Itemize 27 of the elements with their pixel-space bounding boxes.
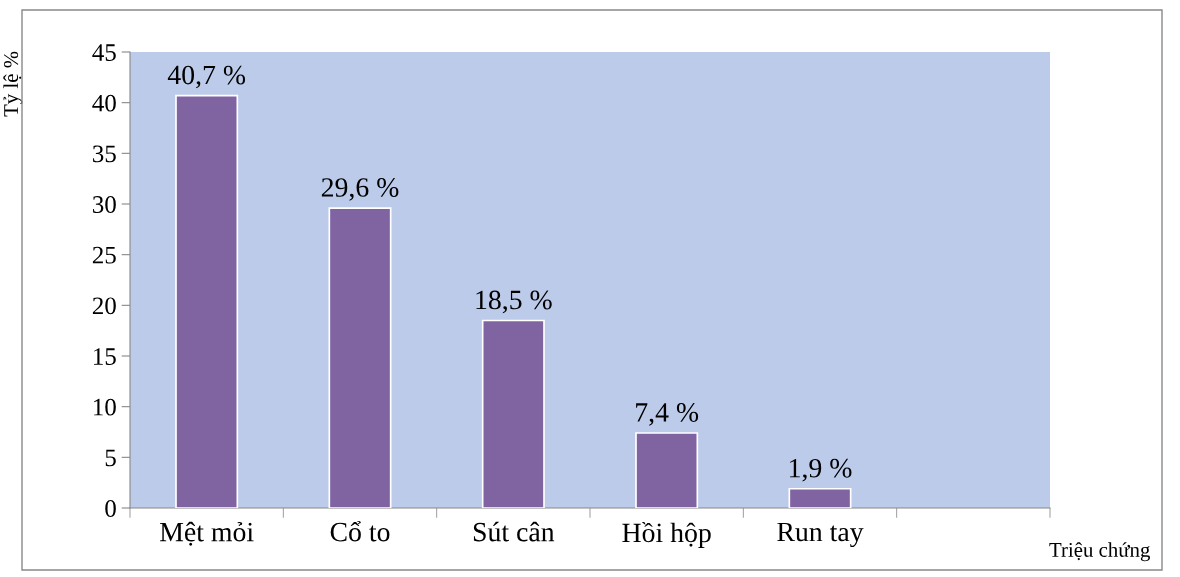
y-tick-label: 10 (94, 398, 116, 416)
y-tick-label: 0 (105, 500, 116, 517)
data-label: 7,4 % (636, 403, 699, 426)
data-label: 18,5 % (476, 290, 552, 314)
bar (635, 432, 699, 508)
x-tick-label: Cổ to (330, 521, 390, 542)
x-axis-title: Triệu chứng (1049, 542, 1150, 562)
x-tick-label: Mệt mỏi (160, 521, 254, 546)
y-tick-label: 20 (92, 297, 116, 315)
y-tick-label: 25 (92, 246, 116, 264)
y-axis-title: Tỷ lệ % (3, 51, 23, 117)
y-tick-label: 15 (94, 348, 116, 365)
x-tick-label: Hồi hộp (622, 521, 711, 548)
y-tick-label: 5 (105, 449, 116, 467)
data-label: 40,7 % (167, 65, 246, 89)
y-tick-label: 45 (92, 44, 116, 61)
data-label: 1,9 % (790, 458, 852, 482)
y-tick-label: 30 (93, 196, 116, 213)
y-tick-label: 40 (92, 94, 116, 112)
bar (788, 487, 852, 508)
data-label: 29,6 % (321, 178, 399, 201)
x-tick-label: Run tay (777, 522, 864, 548)
y-tick-label: 35 (93, 145, 116, 163)
bar (175, 94, 239, 508)
bar (328, 207, 392, 508)
bar (481, 319, 545, 508)
x-tick-label: Sút cân (473, 521, 555, 542)
